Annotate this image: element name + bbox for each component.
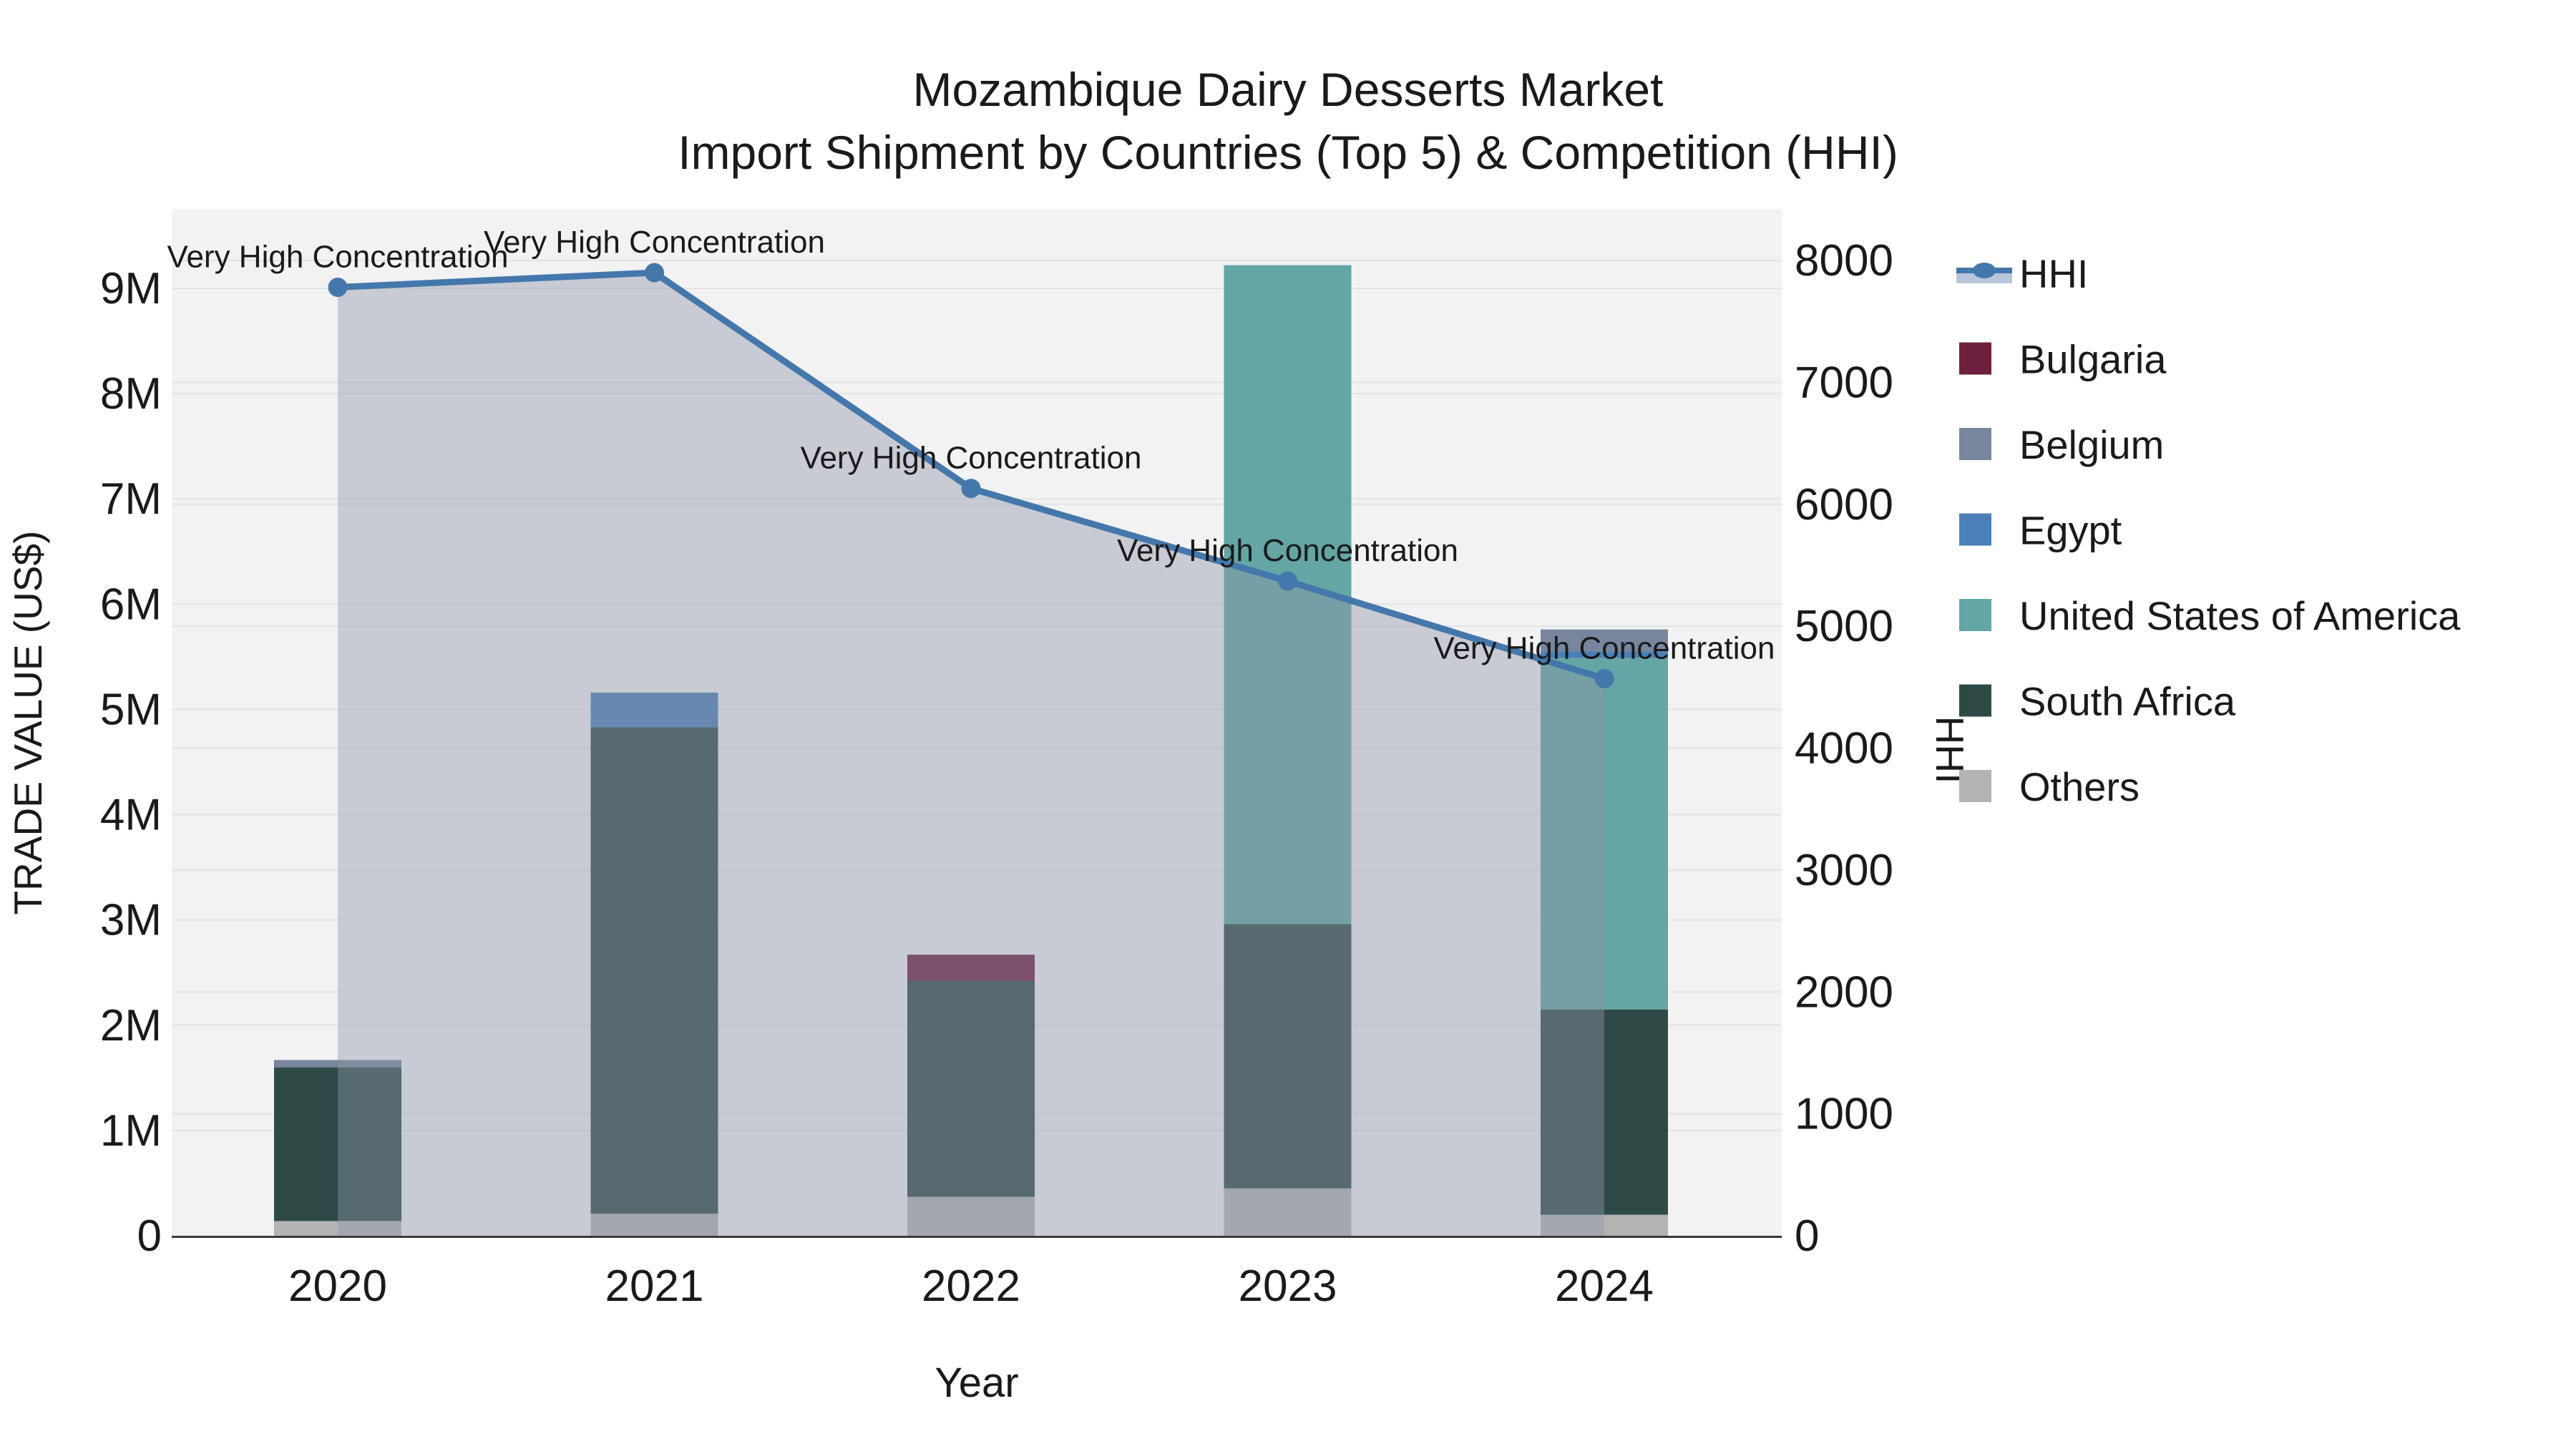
chart-title-line2: Import Shipment by Countries (Top 5) & C… [678, 126, 1898, 179]
legend-item-hhi[interactable]: HHI [1956, 251, 2088, 296]
annotation-2020: Very High Concentration [167, 239, 509, 274]
bar-segment-2021-others [590, 1214, 718, 1236]
chart-title-line1: Mozambique Dairy Desserts Market [912, 63, 1664, 116]
bar-segment-2022-bulgaria [907, 955, 1035, 981]
legend-item-belgium[interactable]: Belgium [1959, 422, 2164, 467]
legend-swatch-south-africa [1959, 684, 1991, 717]
legend-swatch-united-states-of-america [1959, 599, 1991, 631]
x-tick-2022: 2022 [922, 1262, 1020, 1311]
right-tick-3000: 3000 [1795, 846, 1893, 895]
bar-segment-2020-others [274, 1221, 401, 1236]
legend-item-others[interactable]: Others [1959, 764, 2140, 809]
left-tick-6M: 6M [100, 580, 162, 629]
hhi-marker-2020 [328, 277, 348, 297]
bar-segment-2024-south-africa [1541, 1009, 1668, 1215]
bar-segment-2024-egypt [1541, 651, 1668, 658]
right-tick-5000: 5000 [1795, 602, 1893, 651]
legend-label: Belgium [2019, 422, 2164, 467]
left-axis-title: TRADE VALUE (US$) [6, 531, 50, 915]
annotation-2024: Very High Concentration [1434, 630, 1775, 665]
hhi-marker-2024 [1594, 668, 1614, 688]
bar-segment-2023-south-africa [1224, 924, 1352, 1189]
legend-label: United States of America [2019, 593, 2461, 638]
left-tick-7M: 7M [100, 474, 162, 524]
bar-segment-2020-belgium [274, 1060, 401, 1068]
legend-swatch-others [1959, 770, 1991, 802]
legend-label: South Africa [2019, 679, 2236, 724]
x-tick-2023: 2023 [1239, 1262, 1337, 1311]
legend: HHI Bulgaria Belgium Egypt United States of … [1956, 251, 2461, 809]
hhi-marker-2021 [645, 263, 664, 283]
legend-label: Egypt [2019, 508, 2122, 553]
left-tick-4M: 4M [100, 791, 162, 840]
annotation-2021: Very High Concentration [484, 225, 825, 260]
right-tick-1000: 1000 [1795, 1090, 1893, 1139]
x-tick-2020: 2020 [288, 1262, 387, 1311]
right-tick-6000: 6000 [1795, 480, 1893, 530]
left-tick-0: 0 [137, 1211, 162, 1261]
left-tick-3M: 3M [100, 896, 162, 945]
right-tick-7000: 7000 [1795, 358, 1893, 407]
annotation-2023: Very High Concentration [1117, 533, 1458, 568]
bar-segment-2021-egypt [590, 692, 718, 728]
right-tick-4000: 4000 [1795, 724, 1893, 774]
left-tick-5M: 5M [100, 685, 162, 734]
bar-segment-2022-south-africa [907, 980, 1035, 1197]
legend-item-united-states-of-america[interactable]: United States of America [1959, 593, 2461, 638]
x-tick-2021: 2021 [605, 1262, 704, 1311]
left-tick-2M: 2M [100, 1001, 162, 1050]
hhi-marker-2023 [1278, 571, 1297, 591]
x-tick-2024: 2024 [1555, 1262, 1654, 1311]
right-tick-8000: 8000 [1795, 236, 1893, 286]
legend-label: Others [2019, 764, 2140, 809]
left-tick-8M: 8M [100, 369, 162, 419]
bar-segment-2024-others [1541, 1214, 1668, 1236]
bar-segment-2024-belgium [1541, 629, 1668, 652]
left-tick-9M: 9M [100, 264, 162, 313]
x-axis-title: Year [935, 1360, 1018, 1406]
legend-swatch-egypt [1959, 513, 1991, 546]
legend-label: HHI [2019, 251, 2088, 296]
right-tick-2000: 2000 [1795, 967, 1893, 1017]
legend-label: Bulgaria [2019, 337, 2167, 382]
hhi-band [338, 273, 1604, 1236]
bar-segment-2022-others [907, 1196, 1035, 1236]
bar-segment-2021-south-africa [590, 727, 718, 1214]
bar-segment-2020-south-africa [274, 1067, 401, 1221]
bars [274, 265, 1668, 1236]
left-tick-1M: 1M [100, 1106, 162, 1156]
right-tick-0: 0 [1795, 1211, 1819, 1261]
legend-hhi-marker-symbol [1973, 263, 1996, 278]
legend-item-egypt[interactable]: Egypt [1959, 508, 2122, 553]
bar-segment-2023-others [1224, 1188, 1352, 1236]
annotation-2022: Very High Concentration [801, 441, 1142, 476]
legend-item-bulgaria[interactable]: Bulgaria [1959, 337, 2167, 382]
hhi-marker-2022 [961, 479, 981, 499]
legend-item-south-africa[interactable]: South Africa [1959, 679, 2236, 724]
bar-segment-2024-united-states-of-america [1541, 658, 1668, 1010]
legend-swatch-belgium [1959, 428, 1991, 460]
legend-swatch-bulgaria [1959, 342, 1991, 375]
